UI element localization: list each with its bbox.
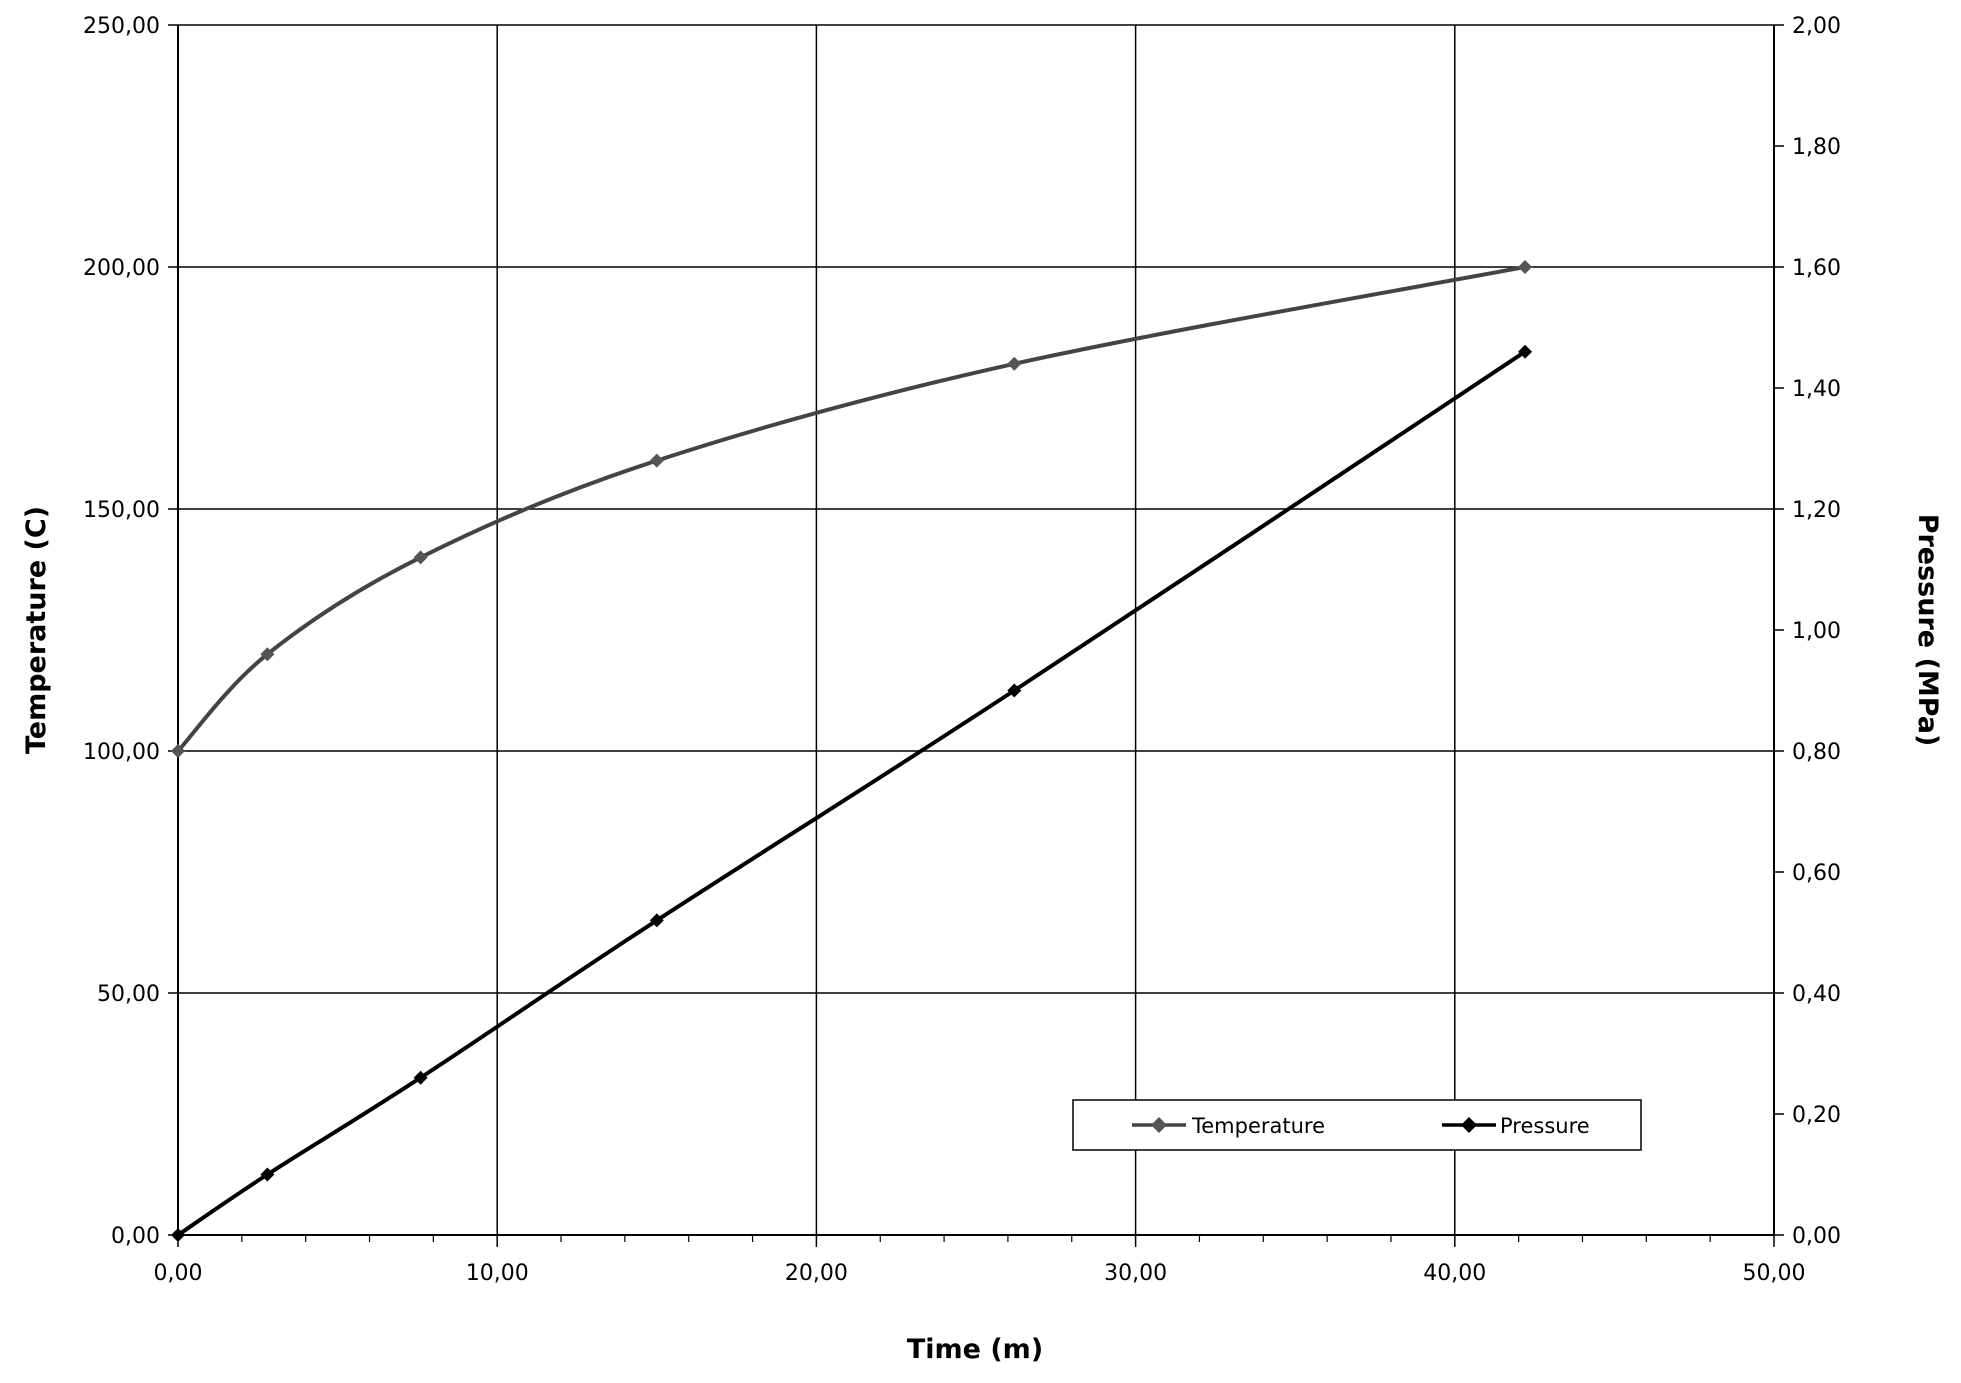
legend-temperature-label: Temperature — [1191, 1114, 1325, 1138]
legend-pressure-label: Pressure — [1500, 1114, 1590, 1138]
pressure-point — [649, 913, 664, 928]
temperature-point — [260, 647, 275, 662]
pressure-point — [1518, 344, 1533, 359]
temperature-point — [649, 453, 664, 468]
y-tick-label: 0,00 — [111, 1224, 160, 1249]
x-tick-label: 10,00 — [466, 1261, 529, 1286]
y2-tick-labels: 0,00 0,20 0,40 0,60 0,80 1,00 1,20 1,40 1,60 1,80… — [1792, 14, 1841, 1249]
y2-tick-label: 2,00 — [1792, 14, 1841, 39]
x-tick-label: 40,00 — [1423, 1261, 1486, 1286]
x-tick-label: 50,00 — [1743, 1261, 1806, 1286]
y2-tick-label: 1,20 — [1792, 498, 1841, 523]
y2-tick-label: 1,60 — [1792, 256, 1841, 281]
legend-box — [1072, 1099, 1642, 1151]
temperature-point — [1007, 356, 1022, 371]
y2-tick-label: 0,00 — [1792, 1224, 1841, 1249]
x-tick-label: 0,00 — [154, 1261, 203, 1286]
y2-tick-label: 1,40 — [1792, 377, 1841, 402]
y-axis-title: Temperature (C) — [21, 506, 52, 754]
pressure-point — [1007, 683, 1022, 698]
legend-temperature-marker — [1151, 1117, 1167, 1133]
y2-tick-label: 1,00 — [1792, 619, 1841, 644]
y-tick-label: 250,00 — [83, 14, 160, 39]
legend-pressure-marker — [1461, 1117, 1477, 1133]
y2-tick-label: 0,60 — [1792, 861, 1841, 886]
y-tick-label: 200,00 — [83, 256, 160, 281]
x-tick-label: 30,00 — [1104, 1261, 1167, 1286]
minor-ticks — [241, 1235, 1711, 1242]
series-layer — [171, 260, 1533, 1242]
y-tick-label: 150,00 — [83, 498, 160, 523]
x-tick-label: 20,00 — [785, 1261, 848, 1286]
pressure-point — [171, 1228, 185, 1242]
y2-tick-label: 0,80 — [1792, 740, 1841, 765]
pressure-point — [260, 1167, 275, 1182]
y2-axis-title: Pressure (MPa) — [1912, 514, 1943, 747]
grid — [177, 24, 1775, 1236]
temperature-point — [1518, 260, 1533, 274]
legend: Temperature Pressure — [1072, 1099, 1642, 1151]
y-tick-labels: 0,00 50,00 100,00 150,00 200,00 250,00 — [83, 14, 160, 1249]
x-tick-labels: 0,00 10,00 20,00 30,00 40,00 50,00 — [154, 1261, 1806, 1286]
y-tick-label: 100,00 — [83, 740, 160, 765]
axes — [168, 24, 1784, 1247]
x-axis-title: Time (m) — [907, 1334, 1043, 1365]
pressure-point — [413, 1070, 428, 1085]
temperature-point — [171, 744, 185, 758]
y-tick-label: 50,00 — [97, 982, 160, 1007]
y2-tick-label: 0,40 — [1792, 982, 1841, 1007]
y2-tick-label: 1,80 — [1792, 135, 1841, 160]
temperature-point — [413, 550, 428, 565]
y2-tick-label: 0,20 — [1792, 1103, 1841, 1128]
